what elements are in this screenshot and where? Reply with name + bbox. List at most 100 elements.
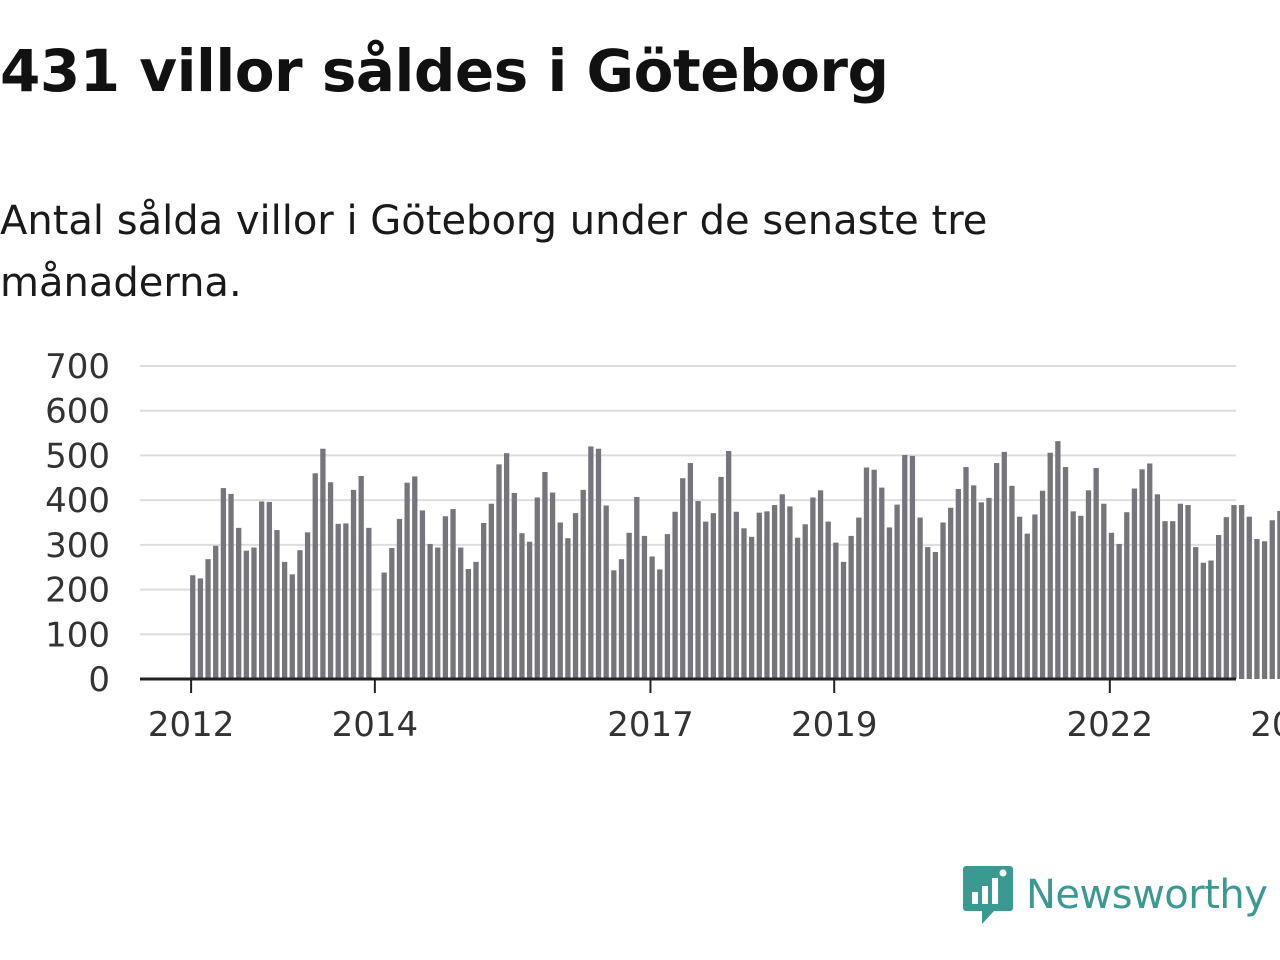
bar [588,446,594,679]
bar [687,463,694,679]
bar [549,492,556,679]
x-tick-label: 2024 [1250,705,1280,745]
bar [634,497,640,679]
bar [1185,505,1191,679]
bar [565,538,571,679]
bar [435,547,441,679]
bar [442,516,449,679]
bar [925,547,931,679]
bar [1154,494,1161,679]
bar [825,521,831,679]
bar [511,492,517,679]
bar [1047,452,1053,679]
bar [1001,451,1007,679]
bar [756,512,762,679]
bar [1085,490,1092,679]
chart-subtitle: Antal sålda villor i Göteborg under de s… [0,198,988,306]
bar [205,559,211,679]
bar [427,543,433,679]
bar [358,475,364,679]
bar [228,493,234,679]
bar [894,504,900,679]
bar [779,494,785,679]
bar [771,505,778,679]
bar [1147,463,1153,679]
bar [1254,539,1260,679]
bar [213,545,219,679]
chart-title: 431 villor såldes i Göteborg [0,37,889,105]
bar [1139,469,1145,679]
bar [1116,543,1122,679]
bar [1070,511,1076,679]
bar [856,517,862,679]
y-tick-label: 200 [45,571,110,611]
bar [794,537,801,679]
bar [458,547,464,679]
bar [733,511,739,679]
bar [281,561,288,679]
bar [1223,517,1229,679]
bar [802,524,808,679]
bar [909,455,916,679]
bar [243,550,249,679]
bar [534,497,540,679]
bar [1216,535,1222,679]
bar [718,476,724,679]
bar [764,511,770,679]
bar [817,490,824,679]
bar [343,523,349,679]
bar [680,478,686,679]
y-tick-label: 500 [45,436,110,476]
bar [1039,490,1046,679]
bar [902,454,908,679]
bar [1016,516,1023,679]
bar [1093,467,1099,679]
bar [1277,510,1280,679]
bar [932,552,939,679]
bar [1009,485,1015,679]
bar [1101,503,1107,679]
bar [251,547,257,679]
x-tick-label: 2019 [791,705,878,745]
bar [710,513,717,679]
x-tick-label: 2014 [332,705,419,745]
bar [595,448,602,679]
bar [726,450,732,679]
bar [626,532,632,679]
bar [641,535,648,679]
bar [871,469,877,679]
bar [220,488,227,679]
bar [389,547,395,679]
brand-name: Newsworthy [1026,872,1268,918]
y-tick-label: 100 [45,615,110,655]
bar [963,467,969,679]
bar [833,542,839,679]
bar [886,527,893,679]
bar [274,530,280,679]
bar [1131,488,1138,679]
y-tick-label: 600 [45,392,110,432]
bar [848,535,854,679]
bar [1055,441,1061,679]
bar [1193,547,1199,679]
bar [1108,532,1115,679]
bar [419,510,426,679]
bar [412,476,418,679]
bar [481,522,487,679]
bar [840,561,847,679]
bar [955,488,961,679]
bar [1078,515,1084,679]
bar [695,501,701,679]
bar [1032,514,1038,679]
y-tick-label: 400 [45,481,110,521]
bar [327,482,334,679]
bar [1200,562,1206,679]
bar [1062,467,1069,679]
x-tick-label: 2022 [1067,705,1154,745]
bar [197,578,204,679]
bar [611,570,617,679]
bar [971,485,977,679]
y-tick-label: 700 [45,347,110,387]
bar [236,527,242,679]
